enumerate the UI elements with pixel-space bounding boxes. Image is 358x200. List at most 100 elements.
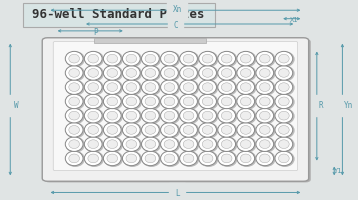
- Ellipse shape: [237, 137, 255, 151]
- Ellipse shape: [237, 122, 257, 138]
- Ellipse shape: [199, 65, 218, 81]
- Ellipse shape: [65, 123, 83, 137]
- Text: X1: X1: [290, 17, 299, 23]
- Ellipse shape: [84, 137, 102, 151]
- Ellipse shape: [123, 51, 142, 67]
- Ellipse shape: [103, 66, 121, 80]
- Ellipse shape: [240, 111, 251, 120]
- Ellipse shape: [275, 108, 295, 124]
- Ellipse shape: [161, 80, 178, 94]
- Ellipse shape: [218, 80, 236, 94]
- Ellipse shape: [199, 137, 218, 153]
- Ellipse shape: [88, 97, 98, 106]
- Ellipse shape: [103, 80, 123, 96]
- Ellipse shape: [199, 51, 218, 67]
- Ellipse shape: [141, 108, 159, 123]
- Ellipse shape: [180, 80, 199, 96]
- Ellipse shape: [107, 69, 118, 77]
- Ellipse shape: [218, 51, 236, 66]
- Ellipse shape: [199, 66, 217, 80]
- Ellipse shape: [141, 80, 159, 94]
- Ellipse shape: [107, 140, 118, 149]
- Ellipse shape: [142, 137, 161, 153]
- Ellipse shape: [123, 137, 142, 153]
- Ellipse shape: [221, 111, 232, 120]
- Ellipse shape: [123, 108, 142, 124]
- Ellipse shape: [279, 83, 289, 92]
- Text: 96-well Standard Plates: 96-well Standard Plates: [32, 8, 205, 21]
- Ellipse shape: [256, 94, 274, 109]
- Ellipse shape: [275, 94, 295, 110]
- Ellipse shape: [218, 108, 237, 124]
- Ellipse shape: [145, 154, 156, 163]
- Ellipse shape: [218, 122, 237, 138]
- Ellipse shape: [279, 140, 289, 149]
- Ellipse shape: [218, 66, 236, 80]
- Ellipse shape: [66, 137, 85, 153]
- Ellipse shape: [260, 126, 270, 134]
- Ellipse shape: [180, 108, 197, 123]
- Ellipse shape: [180, 94, 199, 110]
- Ellipse shape: [161, 65, 180, 81]
- Ellipse shape: [65, 137, 83, 151]
- Ellipse shape: [180, 94, 197, 109]
- Ellipse shape: [69, 83, 79, 92]
- Ellipse shape: [202, 97, 213, 106]
- Text: P: P: [93, 28, 98, 37]
- Ellipse shape: [256, 151, 276, 167]
- Ellipse shape: [123, 94, 142, 110]
- Ellipse shape: [126, 140, 137, 149]
- Ellipse shape: [145, 126, 156, 134]
- Ellipse shape: [221, 154, 232, 163]
- Ellipse shape: [142, 151, 161, 167]
- Ellipse shape: [275, 51, 295, 67]
- Ellipse shape: [161, 51, 180, 67]
- Ellipse shape: [275, 80, 293, 94]
- Ellipse shape: [237, 94, 255, 109]
- Ellipse shape: [164, 111, 175, 120]
- Ellipse shape: [161, 137, 180, 153]
- Ellipse shape: [69, 69, 79, 77]
- Ellipse shape: [107, 154, 118, 163]
- Ellipse shape: [88, 126, 98, 134]
- Ellipse shape: [161, 94, 180, 110]
- Ellipse shape: [107, 111, 118, 120]
- Ellipse shape: [164, 140, 175, 149]
- FancyBboxPatch shape: [42, 38, 309, 181]
- Ellipse shape: [126, 97, 137, 106]
- Ellipse shape: [103, 108, 123, 124]
- Ellipse shape: [218, 51, 237, 67]
- Ellipse shape: [88, 69, 98, 77]
- Ellipse shape: [161, 66, 178, 80]
- Ellipse shape: [65, 151, 83, 166]
- Ellipse shape: [240, 154, 251, 163]
- Ellipse shape: [141, 51, 159, 66]
- Ellipse shape: [256, 123, 274, 137]
- Ellipse shape: [126, 111, 137, 120]
- Ellipse shape: [279, 111, 289, 120]
- Ellipse shape: [256, 66, 274, 80]
- Ellipse shape: [161, 80, 180, 96]
- Ellipse shape: [88, 154, 98, 163]
- Ellipse shape: [237, 80, 257, 96]
- Ellipse shape: [218, 151, 236, 166]
- Text: W: W: [14, 101, 19, 110]
- Ellipse shape: [279, 97, 289, 106]
- FancyBboxPatch shape: [44, 39, 311, 182]
- Ellipse shape: [279, 126, 289, 134]
- Ellipse shape: [66, 108, 85, 124]
- Ellipse shape: [202, 126, 213, 134]
- Ellipse shape: [218, 137, 236, 151]
- Ellipse shape: [256, 137, 274, 151]
- Ellipse shape: [161, 108, 178, 123]
- FancyBboxPatch shape: [53, 41, 297, 171]
- Ellipse shape: [218, 94, 236, 109]
- Ellipse shape: [180, 122, 199, 138]
- Ellipse shape: [66, 51, 85, 67]
- Ellipse shape: [126, 69, 137, 77]
- Ellipse shape: [180, 65, 199, 81]
- Ellipse shape: [126, 154, 137, 163]
- Ellipse shape: [240, 126, 251, 134]
- Ellipse shape: [65, 108, 83, 123]
- Text: Xn: Xn: [173, 5, 182, 14]
